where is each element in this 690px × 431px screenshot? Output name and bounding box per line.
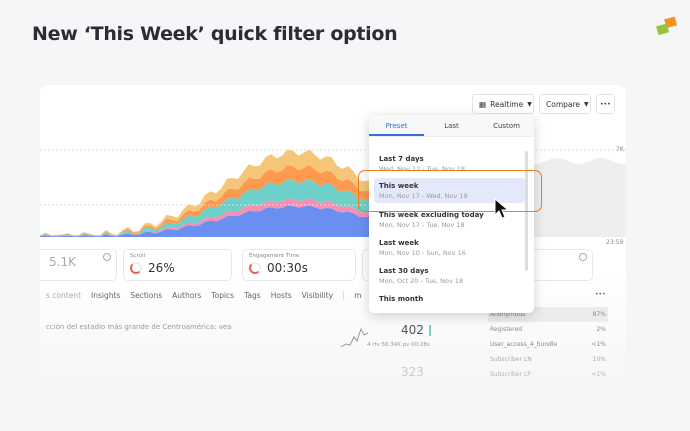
area-series-2 xyxy=(40,178,370,237)
tab-authors[interactable]: Authors xyxy=(172,291,202,300)
stat-label: Scroll xyxy=(130,253,146,259)
caret-down-icon: ▼ xyxy=(527,100,532,108)
progress-ring-icon xyxy=(249,262,261,274)
x-axis-end-label: 23:59 xyxy=(606,239,624,246)
preset-dates: Mon, Nov 10 - Sun, Nov 16 xyxy=(379,249,466,257)
stat-value: 00:30s xyxy=(267,261,308,275)
segment-pct: <1% xyxy=(591,371,606,378)
tab-more[interactable]: m xyxy=(343,291,361,300)
preset-dates: Mon, Nov 17 - Tue, Nov 18 xyxy=(379,221,465,229)
segment-name: Subscriber LN xyxy=(490,356,532,363)
article-views: 323 xyxy=(401,365,424,379)
segments-more-button[interactable]: ••• xyxy=(595,291,606,298)
segment-pct: 2% xyxy=(596,326,606,333)
tab-sections[interactable]: Sections xyxy=(130,291,163,300)
stat-value: 5.1K xyxy=(49,255,76,269)
preset-dates: Mon, Nov 17 - Wed, Nov 19 xyxy=(379,192,468,200)
compare-button[interactable]: Compare ▼ xyxy=(539,94,591,114)
page-title: New ‘This Week’ quick filter option xyxy=(32,23,398,45)
bar-indicator xyxy=(429,325,431,336)
brand-logo xyxy=(656,16,678,36)
more-options-button[interactable]: ••• xyxy=(596,94,615,114)
segment-row[interactable]: Subscriber LN 10% xyxy=(488,352,608,367)
tab-topics[interactable]: Topics xyxy=(211,291,235,300)
preset-this-week[interactable]: This week Mon, Nov 17 - Wed, Nov 19 xyxy=(374,178,525,203)
preset-name: Last week xyxy=(379,239,419,247)
preset-name: Last 30 days xyxy=(379,267,429,275)
segment-pct: <1% xyxy=(591,341,606,348)
tab-hosts[interactable]: Hosts xyxy=(270,291,292,300)
tab-preset[interactable]: Preset xyxy=(369,115,424,136)
realtime-button[interactable]: ▦ Realtime ▼ xyxy=(472,94,534,114)
segment-pct: 87% xyxy=(592,311,606,318)
stat-card-pageviews[interactable]: 5.1K xyxy=(40,249,117,281)
segment-name: Subscriber LP xyxy=(490,371,531,378)
radio-icon xyxy=(103,253,111,261)
segment-pct: 10% xyxy=(592,356,606,363)
caret-down-icon: ▼ xyxy=(584,100,589,108)
preset-this-month[interactable]: This month xyxy=(374,291,525,313)
stat-label: Engagement Time xyxy=(249,253,300,259)
highlight-outline xyxy=(358,170,542,212)
segment-name: User_access_4_bundle xyxy=(490,341,558,348)
preset-last-30-days[interactable]: Last 30 days Mon, Oct 20 - Tue, Nov 18 xyxy=(374,263,525,288)
article-views: 402 xyxy=(401,323,424,337)
segment-name: Registered xyxy=(490,326,523,333)
realtime-label: Realtime xyxy=(490,99,524,109)
mouse-cursor-icon xyxy=(494,198,510,219)
preset-name: Last 7 days xyxy=(379,155,424,163)
preset-dates: Mon, Oct 20 - Tue, Nov 18 xyxy=(379,277,464,285)
y-axis-max-label: 7K xyxy=(616,146,624,153)
calendar-icon: ▦ xyxy=(479,99,487,109)
tab-tags[interactable]: Tags xyxy=(244,291,261,300)
preset-last-7-days[interactable]: Last 7 days Wed, Nov 12 - Tue, Nov 18 xyxy=(374,151,525,176)
content-tabs: s content Insights Sections Authors Topi… xyxy=(46,291,361,300)
analytics-card: 7K 23:59 ▦ Realtime ▼ Compare ▼ ••• 5.1K Sc… xyxy=(40,85,626,385)
article-title[interactable]: cción del estadio más grande de Centroam… xyxy=(46,323,232,331)
preset-name: This week xyxy=(379,182,419,190)
stat-value: 26% xyxy=(148,261,175,275)
comparison-area xyxy=(530,158,626,237)
segment-row[interactable]: Subscriber LP <1% xyxy=(488,367,608,382)
segments-list: Anonymous 87% Registered 2% User_access_4_… xyxy=(488,307,608,382)
tab-insights[interactable]: Insights xyxy=(91,291,121,300)
segment-row[interactable]: Registered 2% xyxy=(488,322,608,337)
preset-this-week-excluding-today[interactable]: This week excluding today Mon, Nov 17 - T… xyxy=(374,207,525,232)
article-meta: 4 rfv 56.34K pv 00:28s xyxy=(367,342,430,348)
preset-dates: Wed, Nov 12 - Tue, Nov 18 xyxy=(379,165,466,173)
preset-name: This month xyxy=(379,295,424,303)
tab-visibility[interactable]: Visibility xyxy=(301,291,334,300)
progress-ring-icon xyxy=(130,262,142,274)
tab-content[interactable]: s content xyxy=(46,291,82,300)
stat-card-engagement-time[interactable]: Engagement Time 00:30s xyxy=(242,249,356,281)
segment-name: Anonymous xyxy=(490,311,526,318)
radio-icon xyxy=(579,253,587,261)
sparkline xyxy=(340,327,369,348)
preset-last-week[interactable]: Last week Mon, Nov 10 - Sun, Nov 16 xyxy=(374,235,525,260)
compare-label: Compare xyxy=(546,99,581,109)
date-range-dropdown: Preset Last Custom Last 7 days Wed, Nov 1… xyxy=(369,115,534,313)
tab-custom[interactable]: Custom xyxy=(493,122,520,130)
stat-card-scroll[interactable]: Scroll 26% xyxy=(123,249,232,281)
segment-row[interactable]: User_access_4_bundle <1% xyxy=(488,337,608,352)
tab-last[interactable]: Last xyxy=(444,122,459,130)
area-series-0 xyxy=(40,205,370,237)
preset-name: This week excluding today xyxy=(379,211,484,219)
